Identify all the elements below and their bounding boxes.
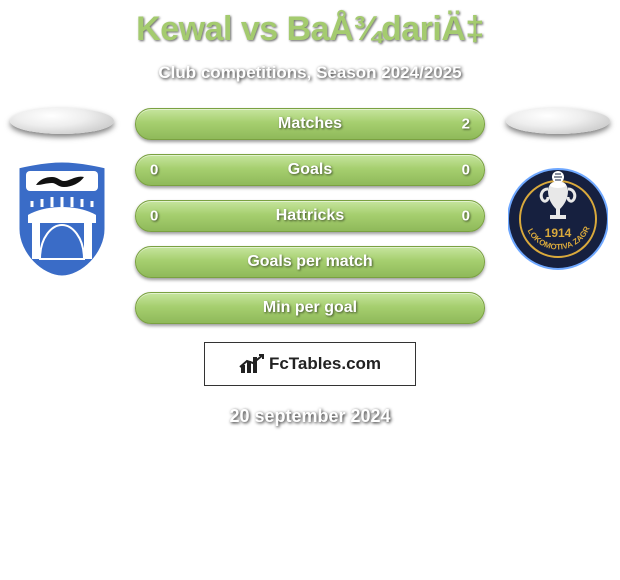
- club-crest-left: [12, 164, 112, 274]
- stat-row-goals: 0 Goals 0: [135, 154, 485, 186]
- stat-right-value: 2: [462, 116, 470, 133]
- stat-row-hattricks: 0 Hattricks 0: [135, 200, 485, 232]
- stat-left-value: 0: [150, 162, 158, 179]
- subtitle: Club competitions, Season 2024/2025: [0, 63, 620, 83]
- club-crest-right: 1914 NK LOKOMOTIVA ZAGREB: [508, 164, 608, 274]
- stat-row-gpm: Goals per match: [135, 246, 485, 278]
- chart-icon: [239, 353, 265, 375]
- player-disc-left: [10, 108, 114, 134]
- stat-right-value: 0: [462, 208, 470, 225]
- osijek-crest-icon: [12, 159, 112, 279]
- lokomotiva-crest-icon: 1914 NK LOKOMOTIVA ZAGREB: [508, 165, 608, 273]
- player-disc-right: [506, 108, 610, 134]
- svg-text:1914: 1914: [545, 226, 572, 240]
- left-column: [7, 108, 117, 274]
- stat-right-value: 0: [462, 162, 470, 179]
- stat-label: Goals: [288, 161, 332, 179]
- right-column: 1914 NK LOKOMOTIVA ZAGREB: [503, 108, 613, 274]
- stat-label: Min per goal: [263, 299, 357, 317]
- page-title: Kewal vs BaÅ¾dariÄ‡: [0, 10, 620, 49]
- date-text: 20 september 2024: [0, 406, 620, 427]
- stat-label: Goals per match: [247, 253, 372, 271]
- stat-label: Matches: [278, 115, 342, 133]
- stat-row-mpg: Min per goal: [135, 292, 485, 324]
- brand-text: FcTables.com: [269, 354, 381, 374]
- stat-row-matches: Matches 2: [135, 108, 485, 140]
- stats-column: Matches 2 0 Goals 0 0 Hattricks 0 Goals …: [135, 108, 485, 324]
- stat-left-value: 0: [150, 208, 158, 225]
- brand-box: FcTables.com: [204, 342, 416, 386]
- main-row: Matches 2 0 Goals 0 0 Hattricks 0 Goals …: [0, 108, 620, 324]
- stat-label: Hattricks: [276, 207, 344, 225]
- infographic-container: Kewal vs BaÅ¾dariÄ‡ Club competitions, S…: [0, 0, 620, 427]
